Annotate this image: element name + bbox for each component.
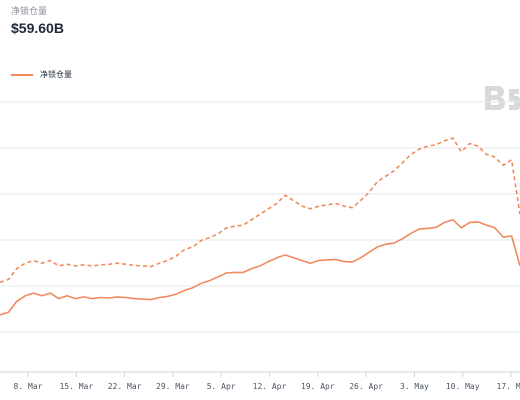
grid-lines <box>0 101 520 373</box>
x-tick-label: 5. Apr <box>207 382 236 391</box>
metric-value: $59.60B <box>11 20 64 36</box>
x-tick-label: 15. Mar <box>59 382 93 391</box>
chart-legend[interactable]: 净锁仓量 <box>11 69 72 80</box>
x-tick-label: 19. Apr <box>301 382 335 391</box>
x-tick-label: 29. Mar <box>156 382 190 391</box>
series-line-solid[interactable] <box>0 218 520 316</box>
x-tick-label: 17. Ma <box>497 382 520 391</box>
x-tick-label: 3. May <box>400 382 429 391</box>
series-line-dashed[interactable] <box>0 137 520 283</box>
x-tick-label: 8. Mar <box>14 382 43 391</box>
x-axis: 8. Mar 15. Mar 22. Mar 29. Mar 5. Apr 12. Apr… <box>14 372 520 391</box>
x-tick-label: 22. Mar <box>108 382 142 391</box>
x-tick-label: 12. Apr <box>253 382 287 391</box>
series-group <box>0 137 520 316</box>
brand-logo-icon <box>483 84 520 117</box>
x-tick-label: 26. Apr <box>349 382 383 391</box>
legend-label: 净锁仓量 <box>40 70 72 79</box>
legend-swatch <box>11 73 33 76</box>
metric-label: 净锁仓量 <box>11 6 48 16</box>
x-tick-label: 10. May <box>446 382 480 391</box>
metric-header: 净锁仓量 $59.60B <box>11 5 64 37</box>
